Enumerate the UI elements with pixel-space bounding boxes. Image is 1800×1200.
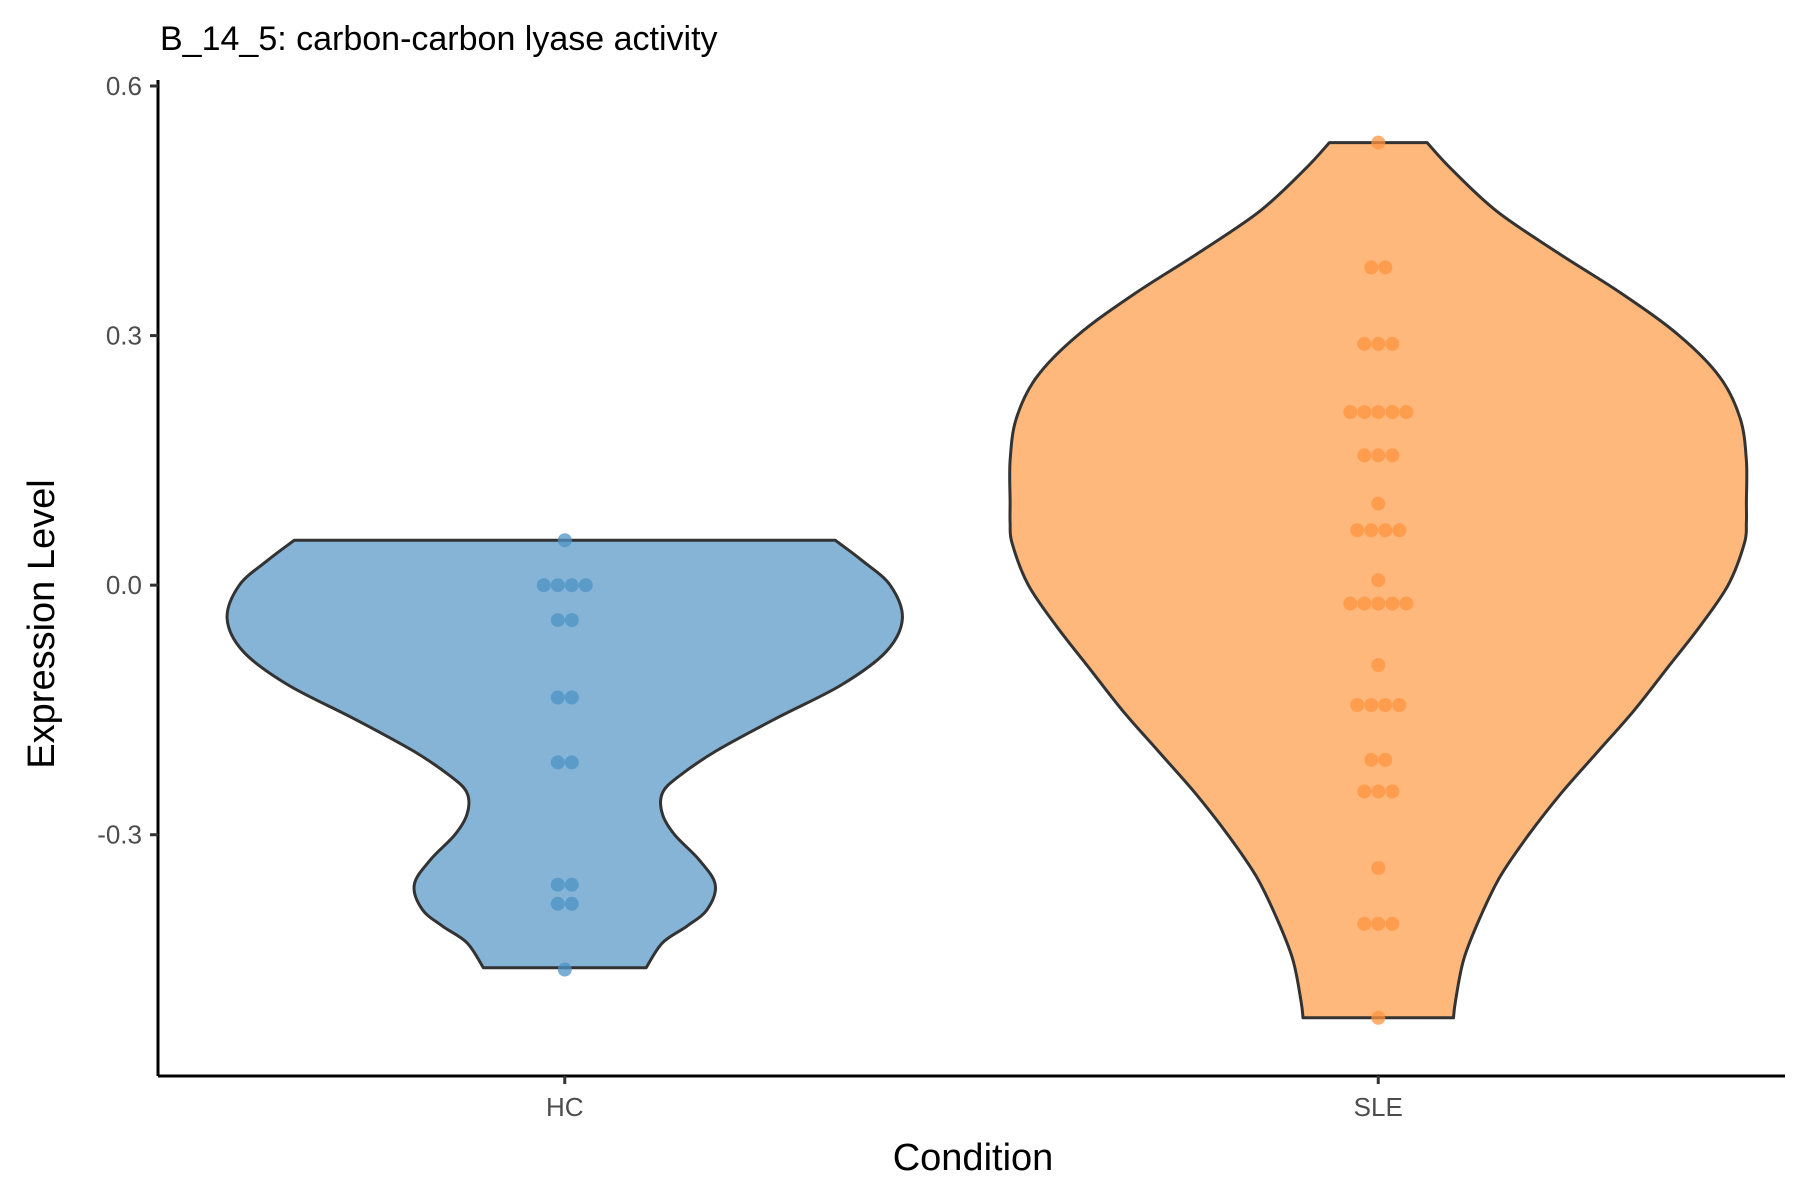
data-point (1343, 405, 1358, 420)
data-point (1392, 698, 1407, 712)
data-point (1385, 405, 1400, 420)
data-point (1371, 336, 1386, 351)
data-point (550, 613, 565, 628)
data-point (1357, 916, 1372, 931)
data-point (564, 690, 579, 705)
data-point (1357, 336, 1372, 351)
y-tick-label: 0.6 (106, 71, 142, 101)
data-point (1371, 135, 1386, 150)
data-point (1371, 496, 1386, 511)
data-point (1357, 596, 1372, 611)
violins-layer (225, 141, 1749, 1020)
data-point (1385, 916, 1400, 931)
data-point (1364, 698, 1379, 712)
data-point (1357, 784, 1372, 799)
data-point (1371, 861, 1386, 875)
data-point (1364, 752, 1379, 767)
data-point (564, 578, 579, 593)
x-tick-label: HC (546, 1092, 584, 1122)
data-point (1385, 784, 1400, 799)
data-point (1343, 596, 1358, 611)
data-point (1385, 336, 1400, 351)
data-point (1371, 596, 1386, 611)
data-point (1392, 523, 1407, 538)
x-axis-title: Condition (893, 1137, 1054, 1179)
data-point (1378, 523, 1393, 538)
data-point (1399, 596, 1414, 611)
data-point (550, 896, 565, 911)
data-point (578, 578, 593, 593)
data-point (1399, 405, 1414, 420)
data-point (1371, 573, 1386, 588)
data-point (1385, 448, 1400, 463)
y-tick-label: -0.3 (97, 820, 142, 850)
axes-layer: 0.6 0.3 0.0 -0.3 HC SLE (97, 71, 1785, 1122)
points-layer (536, 135, 1414, 1025)
data-point (1357, 448, 1372, 463)
data-point (1378, 260, 1393, 275)
data-point (1371, 1010, 1386, 1025)
chart-title: B_14_5: carbon-carbon lyase activity (160, 20, 718, 58)
data-point (1364, 523, 1379, 538)
data-point (536, 578, 551, 593)
data-point (550, 877, 565, 892)
data-point (564, 613, 579, 628)
data-point (564, 896, 579, 911)
violin-hc (225, 538, 904, 970)
data-point (1371, 658, 1386, 672)
x-tick-label: SLE (1354, 1092, 1403, 1122)
data-point (557, 533, 572, 548)
data-point (1371, 405, 1386, 420)
data-point (1371, 448, 1386, 463)
data-point (1371, 784, 1386, 799)
data-point (1385, 596, 1400, 611)
y-tick-label: 0.0 (106, 570, 142, 600)
data-point (550, 690, 565, 705)
data-point (564, 755, 579, 770)
data-point (550, 578, 565, 593)
y-axis-title: Expression Level (21, 479, 63, 768)
data-point (564, 877, 579, 892)
y-tick-label: 0.3 (106, 321, 142, 351)
data-point (1350, 523, 1365, 538)
data-point (1378, 698, 1393, 712)
data-point (1371, 916, 1386, 931)
data-point (550, 755, 565, 770)
data-point (1350, 698, 1365, 712)
data-point (1378, 752, 1393, 767)
data-point (1357, 405, 1372, 420)
data-point (557, 962, 572, 977)
data-point (1364, 260, 1379, 275)
